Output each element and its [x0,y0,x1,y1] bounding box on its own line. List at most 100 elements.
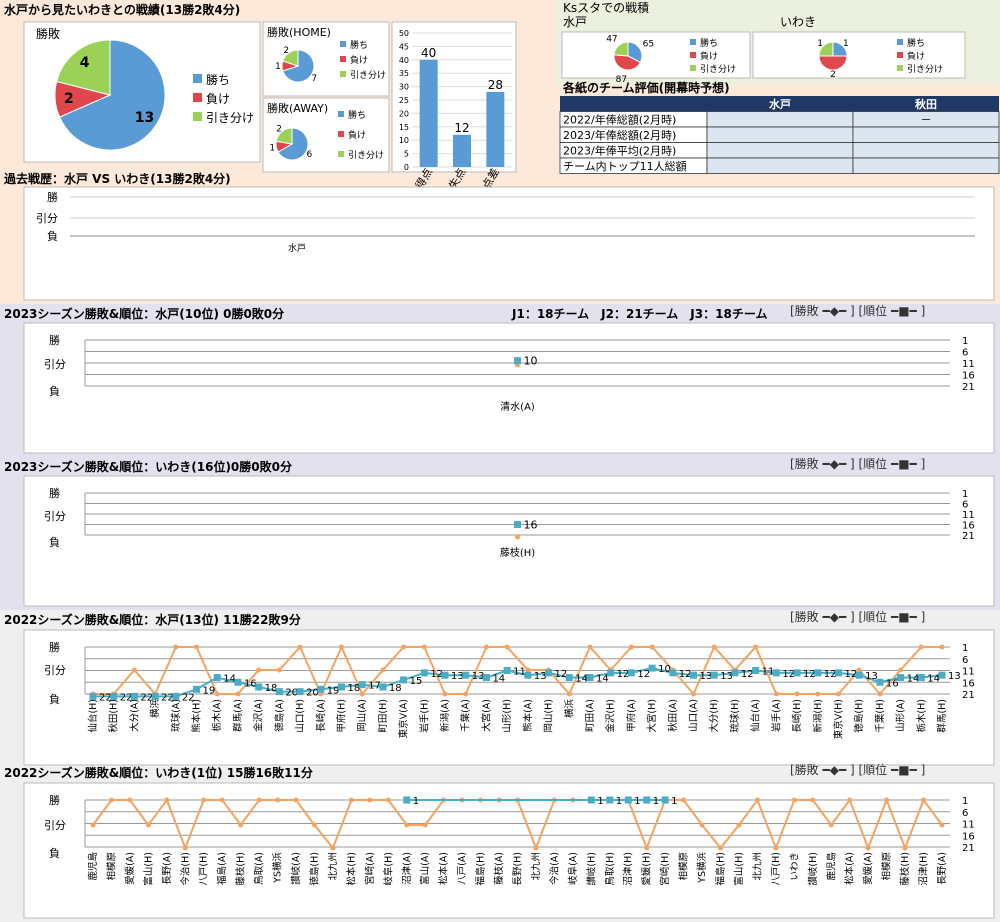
result-marker [898,667,904,673]
rank-tick-label: 16 [962,678,975,689]
panel-box [23,782,995,919]
rank-value-label: 1 [671,796,677,807]
rank-marker [317,685,325,693]
rank-value-label: 12 [430,669,443,680]
panel-mito-2023: 2023シーズン勝敗&順位：水戸(10位) 0勝0敗0分 J1：18チーム J2：… [4,303,995,454]
goals-bar-0 [419,59,438,167]
past-record-box [23,186,995,301]
x-category-label: 鳥取(H) [604,852,616,886]
rank-value-label: 12 [617,669,630,680]
rank-value-label: 13 [865,671,878,682]
result-marker [297,644,303,650]
legend-label-0: 勝ち [350,39,368,51]
result-marker [773,691,779,697]
result-marker [847,797,853,803]
result-marker [587,644,593,650]
x-category-label: 徳島(H) [308,852,320,886]
legend-label-0: 勝ち [348,109,366,121]
x-category-label: 岐阜(A) [567,852,579,885]
result-marker [628,644,634,650]
goals-bar-1 [453,134,471,167]
rank-marker [545,669,553,677]
rank-value-label: 20 [306,688,319,699]
result-marker [442,691,448,697]
x-category-label: 富山(A) [419,852,431,885]
result-axis-label: 勝 [49,793,60,807]
pie-label-2: 1 [817,39,823,49]
rank-value-label: 20 [285,688,298,699]
x-category-label: 岩手(A) [770,699,782,732]
x-category-label: 甲府(A) [625,699,637,732]
rank-marker [213,674,221,682]
rank-marker [234,678,242,686]
x-category-label: 岐阜(H) [382,852,394,886]
x-category-label: 沼津(A) [402,852,413,885]
result-marker [794,691,800,697]
pie-slice-1 [613,54,642,71]
result-line [93,644,942,697]
legend-swatch-0 [690,39,696,45]
result-marker [515,534,520,540]
rank-marker [151,692,159,700]
rank-marker [420,669,428,677]
table-cell-bg [706,126,854,143]
rank-value-label: 16 [524,519,538,532]
table-cell: 2023/年俸平均(2月時) [563,144,676,158]
rank-marker [855,671,863,679]
result-marker [173,644,179,650]
x-category-label: 甲府(H) [335,699,347,733]
x-category-label: 鳥取(A) [253,852,265,885]
rank-marker [130,692,138,700]
rank-value-label: 22 [120,692,133,703]
rank-tick-label: 1 [962,336,968,347]
x-category-label: 長崎(H) [791,699,803,733]
x-category-label: 松本(A) [438,852,450,885]
legend-label-1: 負け [350,54,368,66]
rank-value-label: 16 [886,678,899,689]
panel-iwaki-2023: 2023シーズン勝敗&順位：いわき(16位)0勝0敗0分 [勝敗 ━◆━ ] [順… [4,456,995,607]
legend-swatch-0 [340,41,346,47]
ks-right-box [752,31,966,79]
away-pie-chart: 6 12 [269,125,312,161]
legend-swatch-2 [340,71,346,77]
rank-value-label: 13 [472,671,485,682]
result-marker [90,822,96,828]
result-marker [810,797,816,803]
result-marker [835,691,841,697]
x-category-label: 横浜 [149,699,161,719]
x-category-label: 仙台(H) [87,699,99,733]
panel-box [23,475,995,607]
result-marker [902,845,908,851]
goals-value-label: 12 [454,121,469,135]
x-category-label: 栃木(H) [915,699,927,733]
rank-marker [296,688,304,696]
rank-value-label: 1 [634,796,640,807]
result-axis-label: 引分 [44,818,66,832]
x-category-label: 大分(A) [128,699,140,732]
pie-label-0: 6 [306,150,312,160]
rank-marker [938,671,946,679]
rank-marker [89,692,97,700]
x-category-label: 秋田(A) [667,699,679,732]
rank-value-label: 14 [907,674,920,685]
result-marker [238,822,244,828]
panel-legend: [勝敗 ━◆━ ] [順位 ━■━ ] [790,609,925,624]
x-category-label: 北九州 [327,852,339,881]
result-marker [483,644,489,650]
result-marker [939,822,945,828]
result-marker [918,644,924,650]
result-marker [338,644,344,650]
panel-title: 2023シーズン勝敗&順位：いわき(16位)0勝0敗0分 [4,459,292,474]
pie-label-0: 1 [843,39,849,49]
goals-value-label: 40 [421,46,436,60]
panel-title: 2022シーズン勝敗&順位：いわき(1位) 15勝16敗11分 [4,765,313,780]
result-marker [219,797,225,803]
rank-marker [876,678,884,686]
result-marker [815,691,821,697]
rank-marker [624,796,632,804]
rank-value-label: 19 [203,685,216,696]
rank-value-label: 1 [413,796,419,807]
evaluation-table: 水戸 秋田 2022/年俸総額(2月時) － 2023/年俸総額(2月時) 2023/年俸… [559,96,1000,174]
x-category-label: 沼津(H) [623,852,634,886]
